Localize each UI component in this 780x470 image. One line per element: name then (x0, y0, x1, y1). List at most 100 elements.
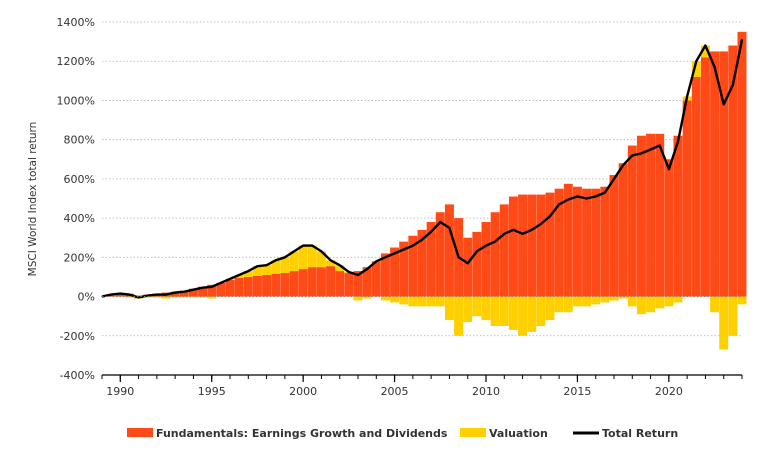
y-tick-label: 1200% (57, 55, 95, 68)
valuation-bar (298, 245, 308, 270)
fundamentals-bar (655, 133, 665, 297)
fundamentals-bar (399, 241, 409, 297)
total-return-point (265, 264, 268, 266)
total-return-point (595, 195, 597, 198)
valuation-bar (463, 296, 473, 323)
legend-swatch-valuation (460, 428, 486, 437)
valuation-bar (481, 296, 491, 321)
valuation-bar (335, 265, 345, 272)
fundamentals-bar (490, 212, 500, 297)
total-return-point (457, 256, 460, 258)
total-return-point (147, 294, 149, 297)
valuation-bar (198, 296, 208, 298)
valuation-bar (554, 296, 564, 313)
valuation-bar (207, 296, 217, 299)
y-tick-label: 1000% (57, 94, 95, 107)
total-return-point (494, 241, 496, 243)
bar-layer (106, 31, 747, 350)
x-tick-label: 2005 (381, 385, 409, 398)
total-return-point (156, 293, 158, 296)
valuation-bar (582, 296, 592, 307)
valuation-bar (353, 296, 363, 301)
fundamentals-bar (262, 274, 272, 297)
valuation-bar (307, 245, 317, 268)
fundamentals-bar (444, 204, 454, 297)
total-return-point (256, 265, 259, 267)
y-tick-label: 800% (64, 134, 95, 147)
total-return-point (540, 223, 542, 225)
total-return-point (476, 250, 478, 253)
valuation-bar (600, 296, 610, 303)
total-return-point (704, 44, 707, 47)
valuation-bar (710, 296, 720, 313)
total-return-point (531, 229, 533, 231)
fundamentals-bar (243, 276, 253, 297)
valuation-bar (472, 296, 482, 317)
valuation-bar (399, 296, 409, 305)
fundamentals-bar (591, 188, 601, 297)
fundamentals-bar (545, 192, 555, 297)
fundamentals-bar (435, 212, 445, 297)
valuation-bar (289, 251, 299, 272)
total-return-point (311, 244, 313, 247)
valuation-bar (646, 296, 656, 313)
total-return-point (339, 264, 341, 266)
total-return-point (302, 244, 304, 247)
legend-label-valuation: Valuation (489, 427, 548, 440)
valuation-bar (362, 296, 372, 299)
total-return-point (604, 192, 606, 194)
total-return-point (649, 148, 652, 151)
total-return-point (512, 229, 515, 231)
total-return-point (585, 197, 588, 200)
valuation-bar (179, 296, 189, 298)
fundamentals-bar (737, 31, 747, 297)
valuation-bar (252, 266, 262, 276)
total-return-point (732, 84, 734, 86)
valuation-bar (563, 296, 573, 313)
valuation-bar (380, 296, 390, 301)
total-return-point (485, 244, 487, 247)
legend: Fundamentals: Earnings Growth and Divide… (127, 427, 678, 440)
valuation-bar (243, 271, 253, 277)
total-return-point (723, 103, 725, 105)
fundamentals-bar (682, 100, 692, 297)
valuation-bar (591, 296, 601, 305)
fundamentals-bar (719, 51, 729, 297)
total-return-point (192, 289, 195, 291)
fundamentals-bar (572, 186, 582, 297)
fundamentals-bar (179, 290, 189, 297)
axis-layer: -400% -200% 0% 200% 400% 600% 800% 1000% 1200% 14… (57, 16, 743, 398)
valuation-bar (152, 296, 162, 298)
total-return-point (677, 141, 679, 143)
fundamentals-bar (298, 269, 308, 297)
total-return-point (558, 203, 560, 205)
total-return-point (183, 291, 185, 293)
fundamentals-bar (481, 222, 491, 297)
valuation-bar (454, 296, 464, 336)
y-tick-label: 600% (64, 173, 95, 186)
fundamentals-bar (710, 51, 720, 297)
total-return-point (348, 271, 350, 273)
total-return-point (329, 259, 332, 261)
y-tick-label: -200% (60, 330, 95, 343)
fundamentals-bar (499, 204, 509, 297)
fundamentals-bar (252, 275, 262, 297)
total-return-point (741, 39, 743, 41)
total-return-point (384, 256, 387, 258)
fundamentals-bar (280, 273, 290, 297)
total-return-point (503, 233, 505, 235)
valuation-bar (188, 296, 198, 298)
fundamentals-bar (582, 188, 592, 297)
total-return-point (631, 154, 633, 156)
valuation-bar (700, 45, 710, 58)
valuation-bar (627, 296, 637, 307)
x-tick-label: 2010 (472, 385, 500, 398)
valuation-bar (271, 260, 281, 275)
total-return-point (659, 144, 661, 147)
fundamentals-bar (554, 188, 564, 297)
valuation-bar (545, 296, 555, 321)
y-tick-label: 200% (64, 251, 95, 264)
y-tick-label: -400% (60, 369, 95, 382)
valuation-bar (170, 296, 180, 298)
fundamentals-bar (691, 76, 701, 297)
